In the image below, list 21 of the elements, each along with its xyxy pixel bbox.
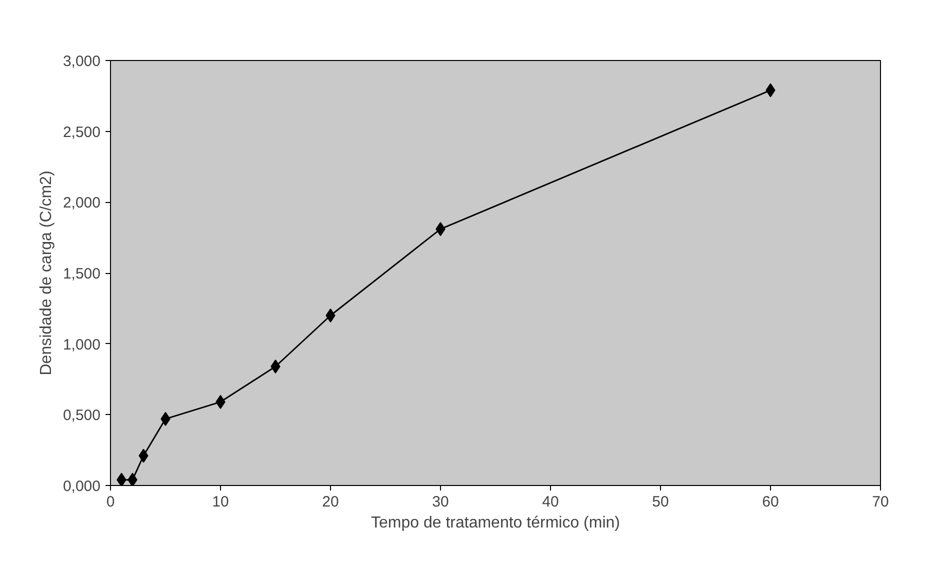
y-axis-title: Densidade de carga (C/cm2) <box>38 170 55 376</box>
y-tick-label: 1,000 <box>62 336 101 354</box>
y-tick-label: 2,500 <box>62 124 101 141</box>
y-tick-label: 3,000 <box>62 53 101 70</box>
x-tick-label: 60 <box>762 494 779 510</box>
y-tick-label: 0,500 <box>62 407 101 424</box>
x-tick-label: 0 <box>106 494 115 510</box>
x-tick-label: 40 <box>542 494 559 510</box>
x-tick-label: 20 <box>322 494 339 510</box>
x-tick-label: 50 <box>652 494 669 510</box>
point <box>270 360 280 374</box>
point <box>116 472 126 486</box>
point <box>326 308 336 322</box>
x-tick-label: 70 <box>872 494 889 510</box>
x-tick-label: 30 <box>432 494 449 510</box>
point <box>128 472 138 486</box>
x-axis-title: Tempo de tratamento térmico (min) <box>371 514 620 532</box>
x-tick-label: 10 <box>212 494 229 510</box>
y-tick-label: 0,000 <box>62 478 101 495</box>
y-tick-label: 2,000 <box>62 194 101 212</box>
y-tick-label: 1,500 <box>62 266 101 282</box>
